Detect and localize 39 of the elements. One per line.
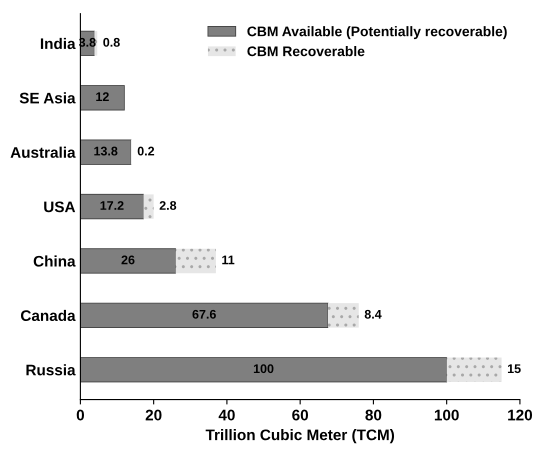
bar: [80, 357, 448, 382]
data-label: 17.2: [100, 201, 124, 210]
bar: [328, 303, 359, 328]
y-tick-label: Russia: [26, 364, 76, 376]
x-tick-label: 20: [146, 410, 162, 420]
bar: [176, 248, 216, 274]
bar: [446, 358, 502, 382]
data-label: 15: [508, 364, 521, 374]
bar: [80, 248, 176, 274]
x-tick-label: 80: [365, 410, 382, 420]
data-label: 0.8: [103, 38, 120, 47]
bar: [80, 85, 125, 110]
x-tick-label: 120: [508, 410, 532, 420]
y-tick-label: Canada: [20, 310, 76, 322]
x-tick-label: 60: [292, 410, 308, 420]
bar: [143, 194, 154, 219]
y-tick-label: India: [40, 38, 76, 50]
data-label: 8.4: [364, 310, 382, 319]
y-tick-label: USA: [44, 201, 76, 212]
bar: [80, 140, 132, 165]
data-label: 11: [222, 256, 234, 264]
data-label: 67.6: [192, 310, 216, 319]
bar: [80, 194, 144, 220]
data-label: 100: [254, 364, 274, 374]
data-label: 13.8: [94, 146, 118, 156]
y-tick-label: Australia: [10, 146, 76, 158]
data-label: 12: [96, 92, 109, 102]
x-tick-label: 100: [434, 410, 459, 420]
legend-label: CBM Recoverable: [247, 46, 364, 56]
y-tick-label: China: [34, 255, 76, 267]
data-label: 0.2: [138, 146, 154, 156]
legend-label: CBM Available (Potentially recoverable): [247, 26, 507, 40]
data-label: 2.8: [160, 201, 176, 210]
bar: [80, 302, 328, 328]
data-label: 26: [121, 255, 135, 264]
x-axis-title: Trillion Cubic Meter (TCM): [206, 429, 394, 444]
x-tick-label: 0: [76, 410, 84, 420]
x-tick-label: 40: [218, 410, 235, 420]
y-tick-label: SE Asia: [20, 92, 76, 104]
